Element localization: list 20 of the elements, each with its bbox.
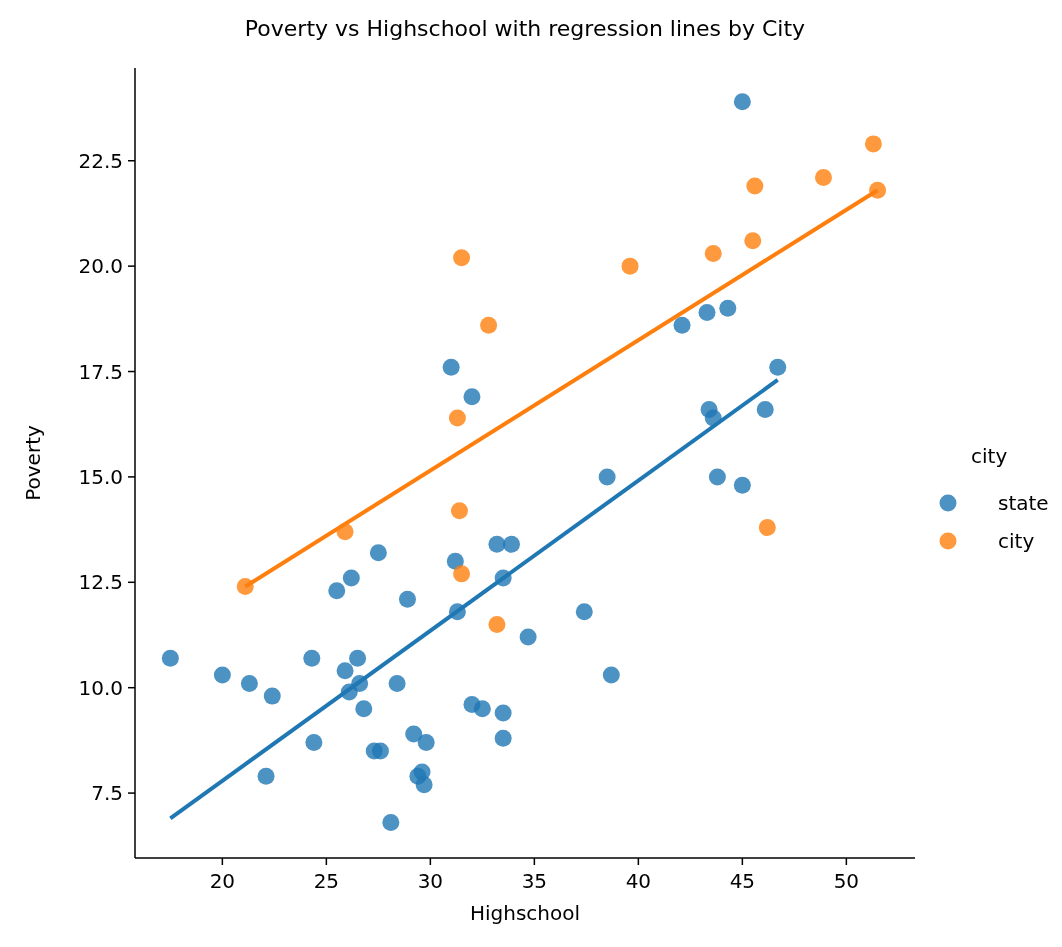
y-tick-label: 7.5 (91, 781, 123, 806)
y-tick-label: 17.5 (78, 359, 123, 384)
x-tick-label: 40 (625, 869, 652, 893)
legend-label: city (998, 529, 1035, 553)
x-tick-label: 45 (729, 869, 756, 893)
legend-title: city (971, 444, 1008, 468)
y-axis-title: Poverty (21, 425, 45, 501)
x-tick-label: 35 (521, 869, 548, 893)
legend-label: state (998, 491, 1049, 515)
x-axis-title: Highschool (469, 901, 581, 925)
chart-title: Poverty vs Highschool with regression lines by City (244, 16, 806, 41)
y-tick-label: 15.0 (78, 464, 123, 489)
y-tick-label: 10.0 (78, 675, 123, 700)
y-tick-label: 12.5 (78, 570, 123, 595)
x-tick-label: 20 (209, 869, 236, 893)
x-tick-label: 25 (313, 869, 340, 893)
y-tick-label: 22.5 (78, 148, 123, 173)
x-tick-label: 50 (833, 869, 860, 893)
y-tick-label: 20.0 (78, 254, 123, 279)
x-tick-label: 30 (417, 869, 444, 893)
